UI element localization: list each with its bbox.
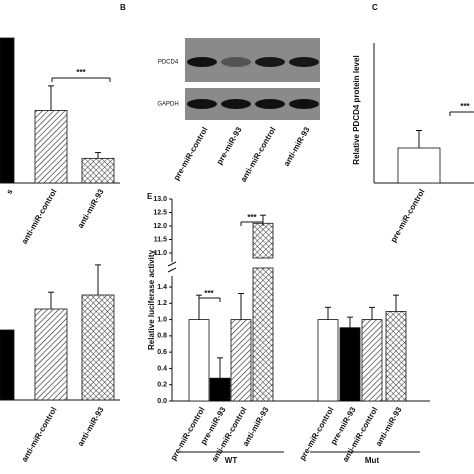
blot-band [255,99,285,109]
bar [339,327,361,402]
y-tick-label: 11.0 [154,250,167,257]
error-bar [238,293,244,320]
row-label: PDCD4 [158,60,179,66]
significance-label: *** [460,102,470,111]
y-tick-label: 0.6 [157,349,167,356]
blot-band [187,57,217,67]
x-tick-label: pre-miR-control [298,406,336,462]
bar [81,157,115,184]
x-tick-label: anti-miR-93 [76,405,106,448]
panel-label: B [120,3,126,12]
bar [81,294,115,401]
significance-label: *** [204,289,214,298]
y-tick-label: 11.5 [154,236,167,243]
blot-band [289,57,319,67]
error-bar [217,357,223,379]
y-tick-label: 0.4 [157,365,167,372]
x-tick-label: pre-miR-control [172,126,210,182]
x-tick-label: anti-miR-93 [282,125,312,168]
y-tick-label: 1.0 [157,316,167,323]
y-tick-label: 1.2 [157,300,167,307]
x-tick-label: pre-miR-control [389,188,427,244]
bar [188,319,210,402]
bar [209,377,231,402]
significance-label: *** [247,213,257,222]
bar [34,308,68,401]
error-bar [347,316,353,328]
x-tick-label: pre-miR-control [169,406,207,462]
error-bar [325,306,331,320]
group-label: Mut [365,456,380,465]
group-label: WT [225,456,238,465]
blot-band [221,57,251,67]
panel-label: C [372,3,378,12]
x-tick-label: anti-miR-control [239,126,278,184]
y-tick-label: 0.0 [157,398,167,405]
blot-band [187,99,217,109]
error-bar [95,152,101,159]
bar [252,267,274,402]
row-label: GAPDH [157,102,178,108]
error-bar [48,85,54,111]
y-tick-label: 12.0 [153,223,167,230]
y-tick-label: 12.5 [153,209,167,216]
y-axis-label: Relative luciferase activity [147,249,156,350]
significance-label: *** [76,68,86,77]
panel-label: E [147,192,153,201]
blot-band [221,99,251,109]
y-tick-label: 0.8 [157,333,167,340]
bar [361,319,383,402]
bar [34,110,68,184]
y-tick-label: 13.0 [153,196,167,203]
x-tick-label: pre-miR-93 [215,125,244,166]
bar [385,311,407,402]
x-tick-label: anti-miR-control [20,406,59,464]
y-axis-label: Relative PDCD4 protein level [352,55,361,164]
bar [0,37,15,184]
y-tick-label: 0.2 [157,382,167,389]
bar [397,147,441,184]
error-bar [393,294,399,312]
error-bar [48,291,54,309]
axis-break [167,267,177,273]
bar [252,222,274,259]
error-bar [95,264,101,295]
x-tick-label: anti-miR-control [20,188,59,246]
x-tick-label: s [5,187,15,196]
bar [0,329,15,401]
error-bar [369,306,375,320]
bar [230,319,252,402]
blot-band [289,99,319,109]
blot-band [255,57,285,67]
bar [317,319,339,402]
y-tick-label: 1.4 [157,284,167,291]
error-bar [416,130,422,148]
axis-break [167,261,177,267]
x-tick-label: anti-miR-93 [76,187,106,230]
